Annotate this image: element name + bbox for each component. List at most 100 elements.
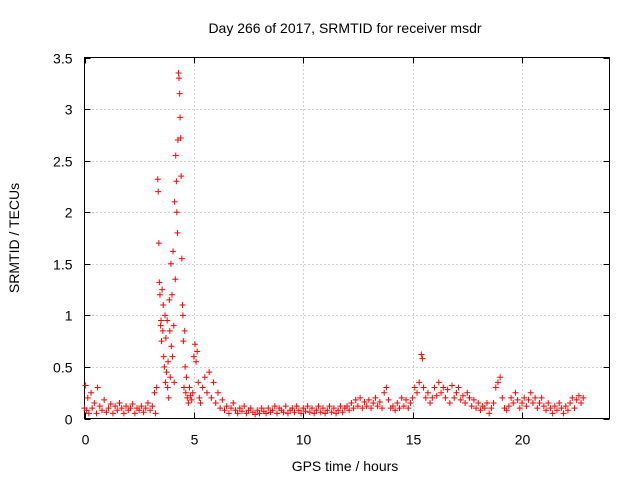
data-point [470,396,477,403]
data-point [396,405,403,412]
grid-layer [84,57,610,419]
data-point [89,405,96,412]
data-point [156,291,163,298]
data-point [403,396,410,403]
data-point [274,410,280,417]
data-point [444,386,451,393]
data-point [516,405,523,412]
data-point [389,403,396,410]
data-point [521,394,528,401]
data-point [549,410,556,417]
y-tick-label: 2 [65,205,73,221]
data-point [93,410,100,417]
data-point [365,396,372,403]
data-point [319,405,326,412]
data-point [293,403,300,410]
data-point [326,403,333,410]
data-point [190,353,197,360]
data-point [381,389,388,396]
data-point [446,400,453,407]
data-point [284,410,291,417]
y-axis-label: SRMTID / TECUs [6,183,22,293]
data-point [116,400,123,407]
data-point [571,405,578,412]
data-point [309,405,315,412]
data-point [484,400,490,407]
data-point [154,176,161,183]
data-point [510,400,517,407]
data-point [189,389,196,396]
data-point [475,400,482,407]
data-point [180,338,187,345]
data-point [462,400,469,407]
data-point [328,409,335,416]
data-point [214,389,221,396]
data-point [578,400,585,407]
data-point [193,358,200,365]
data-point [538,394,545,401]
data-point [149,403,156,410]
data-point [91,400,98,407]
data-point [527,389,534,396]
data-point [354,403,361,410]
data-point [199,384,206,391]
data-point [247,405,254,412]
data-point [407,400,414,407]
data-point [179,302,186,309]
data-point [164,384,171,391]
data-point [138,403,145,410]
data-point [168,343,175,350]
data-point [243,410,250,417]
data-point [131,410,138,417]
data-point [488,405,495,412]
data-point [512,389,519,396]
data-point [317,409,324,416]
data-point [457,396,464,403]
data-point [575,392,582,399]
data-point [551,403,558,410]
data-point [158,317,165,324]
data-point [103,409,110,416]
data-point [212,400,219,407]
data-point [429,394,436,401]
data-point [337,403,344,410]
data-point [547,405,554,412]
data-point [473,405,480,412]
data-point [177,134,184,141]
data-point [554,407,560,414]
data-point [265,405,272,412]
data-point [170,248,177,255]
data-point [359,405,366,412]
data-point [173,209,180,216]
data-point [176,90,183,97]
data-point [442,394,449,401]
data-point [422,394,429,401]
data-point [464,389,471,396]
data-point [503,407,510,414]
data-point [223,403,230,410]
data-point [280,409,287,416]
data-point [372,394,379,401]
data-point [335,407,342,414]
data-point [155,240,162,247]
data-point [147,407,154,414]
data-point [344,403,350,410]
data-point [394,400,401,407]
data-point [271,403,278,410]
data-point [295,407,302,414]
data-point [177,114,184,121]
data-point [170,322,177,329]
data-point [105,405,112,412]
data-point [221,407,228,414]
data-point [184,394,191,401]
data-point [157,322,164,329]
data-point [311,410,318,417]
data-point [83,407,90,414]
data-point [175,69,182,76]
data-point [112,403,119,410]
data-point [254,407,261,414]
data-point [136,407,143,414]
x-tick-label: 0 [82,432,90,448]
data-point [234,410,241,417]
